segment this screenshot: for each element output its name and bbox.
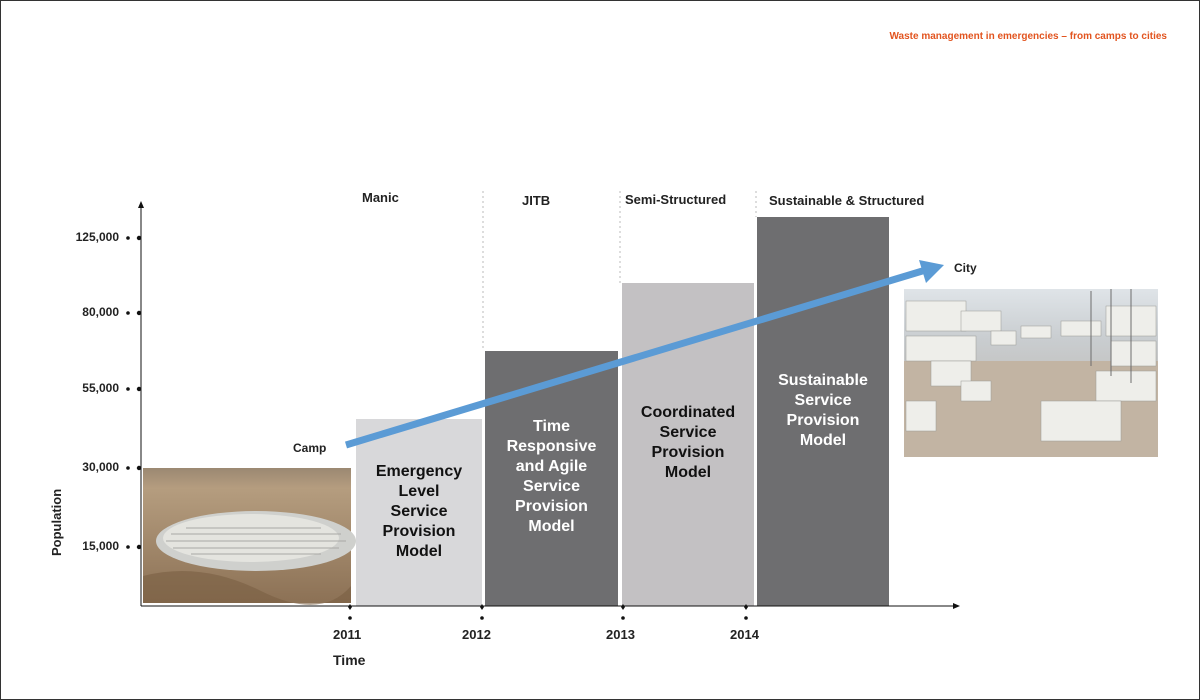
x-tick-label: 2014 <box>730 627 759 642</box>
y-tick-label: 80,000 <box>82 305 119 319</box>
phase-label-jitb: JITB <box>522 193 551 208</box>
y-tick-label: 15,000 <box>82 539 119 553</box>
block-label-sustainable: Sustainable Service Provision Model <box>778 372 868 449</box>
y-tick-label: 30,000 <box>82 460 119 474</box>
block-coordinated <box>622 283 754 606</box>
x-tick-label: 2011 <box>333 627 362 642</box>
y-tick-label: 125,000 <box>75 230 119 244</box>
phase-label-manic: Manic <box>362 190 399 205</box>
arrow-start-label: Camp <box>293 441 327 455</box>
x-axis-title: Time <box>333 652 366 668</box>
arrow-end-label: City <box>954 261 977 275</box>
camp-photo <box>143 468 356 605</box>
y-axis-title: Population <box>49 488 64 556</box>
block-emergency <box>356 419 482 606</box>
x-axis-arrowhead <box>953 603 960 609</box>
x-tick-label: 2013 <box>606 627 635 642</box>
phase-label-semi-structured: Semi-Structured <box>625 192 727 207</box>
block-label-time-responsive: Time Responsive and Agile Service Provision M… <box>506 418 597 535</box>
x-tick-label: 2012 <box>462 627 491 642</box>
slide-header: Waste management in emergencies – from c… <box>889 31 1167 42</box>
growth-arrow <box>344 265 931 449</box>
block-sustainable <box>757 217 889 606</box>
y-tick-label: 55,000 <box>82 381 119 395</box>
city-photo <box>904 289 1158 457</box>
phase-label-sustainable: Sustainable & Structured <box>769 193 925 208</box>
y-axis-arrowhead <box>138 201 144 208</box>
block-label-coordinated: Coordinated Service Provision Model <box>640 404 736 481</box>
growth-arrowhead <box>919 260 944 283</box>
block-label-emergency: Emergency Level Service Provision Model <box>375 463 463 560</box>
